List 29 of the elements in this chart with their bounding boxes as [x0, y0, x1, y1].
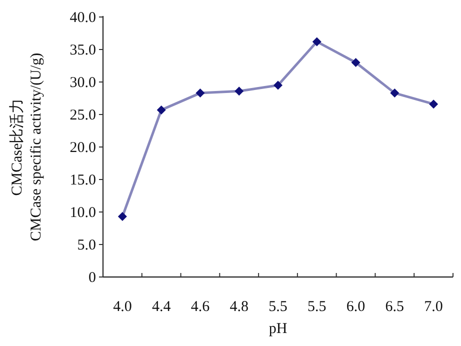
x-tick-label: 5.5 [268, 299, 288, 315]
y-axis-title: CMCase比活力 CMCase specific activity/(U/g) [8, 52, 44, 242]
point [351, 58, 360, 67]
x-tick-label: 4.8 [230, 299, 248, 315]
x-tick-label: 5.5 [308, 299, 326, 315]
point [234, 86, 244, 96]
point [429, 100, 438, 109]
y-tick-label: 20.0 [70, 140, 96, 156]
x-tick-label: 6.0 [346, 299, 366, 315]
x-tick-label: 4.0 [113, 299, 132, 315]
x-tick-label: 4.4 [152, 299, 172, 315]
point [390, 88, 400, 98]
y-tick-label: 25.0 [70, 108, 96, 124]
point [274, 80, 282, 90]
x-axis-title: pH [268, 321, 288, 337]
point [156, 105, 166, 114]
y-tick-label: 40.0 [70, 10, 96, 26]
point [312, 37, 322, 46]
x-tick-label: 7.0 [424, 299, 443, 315]
x-tick-label: 4.6 [190, 299, 210, 315]
y-tick-label: 35.0 [70, 42, 96, 58]
y-tick-label: 5.0 [77, 238, 96, 254]
y-tick-label: 0 [88, 270, 96, 286]
point [196, 88, 205, 98]
y-tick-label: 30.0 [70, 75, 96, 91]
x-tick-label: 6.5 [385, 299, 404, 315]
y-tick-label: 15.0 [70, 172, 96, 188]
y-tick-label: 10.0 [70, 205, 96, 221]
point [118, 212, 127, 222]
